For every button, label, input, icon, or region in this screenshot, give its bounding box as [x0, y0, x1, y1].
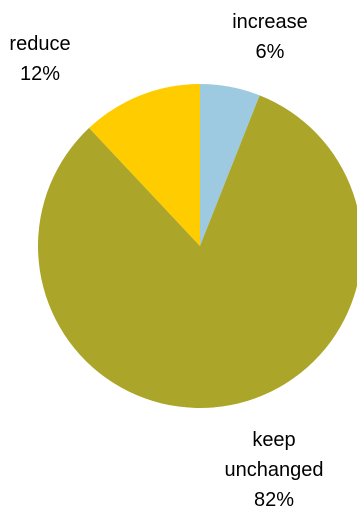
- slice-label-increase-percent: 6%: [256, 41, 285, 63]
- slice-label-reduce-name: reduce: [9, 33, 70, 55]
- slice-label-keep-unchanged-line2: unchanged: [225, 459, 324, 481]
- slice-label-increase: increase 6%: [232, 11, 308, 63]
- slice-label-reduce-percent: 12%: [20, 63, 60, 85]
- pie-slice-keep-unchanged: [38, 95, 357, 408]
- slice-label-keep-unchanged: keep unchanged 82%: [225, 429, 324, 511]
- slice-label-reduce: reduce 12%: [9, 33, 70, 85]
- slice-label-increase-name: increase: [232, 11, 308, 33]
- pie-slice-increase: [200, 84, 260, 246]
- pie-slices: [38, 84, 357, 408]
- slice-label-keep-unchanged-percent: 82%: [254, 489, 294, 511]
- slice-label-keep-unchanged-line1: keep: [252, 429, 295, 451]
- pie-slice-reduce: [89, 84, 200, 246]
